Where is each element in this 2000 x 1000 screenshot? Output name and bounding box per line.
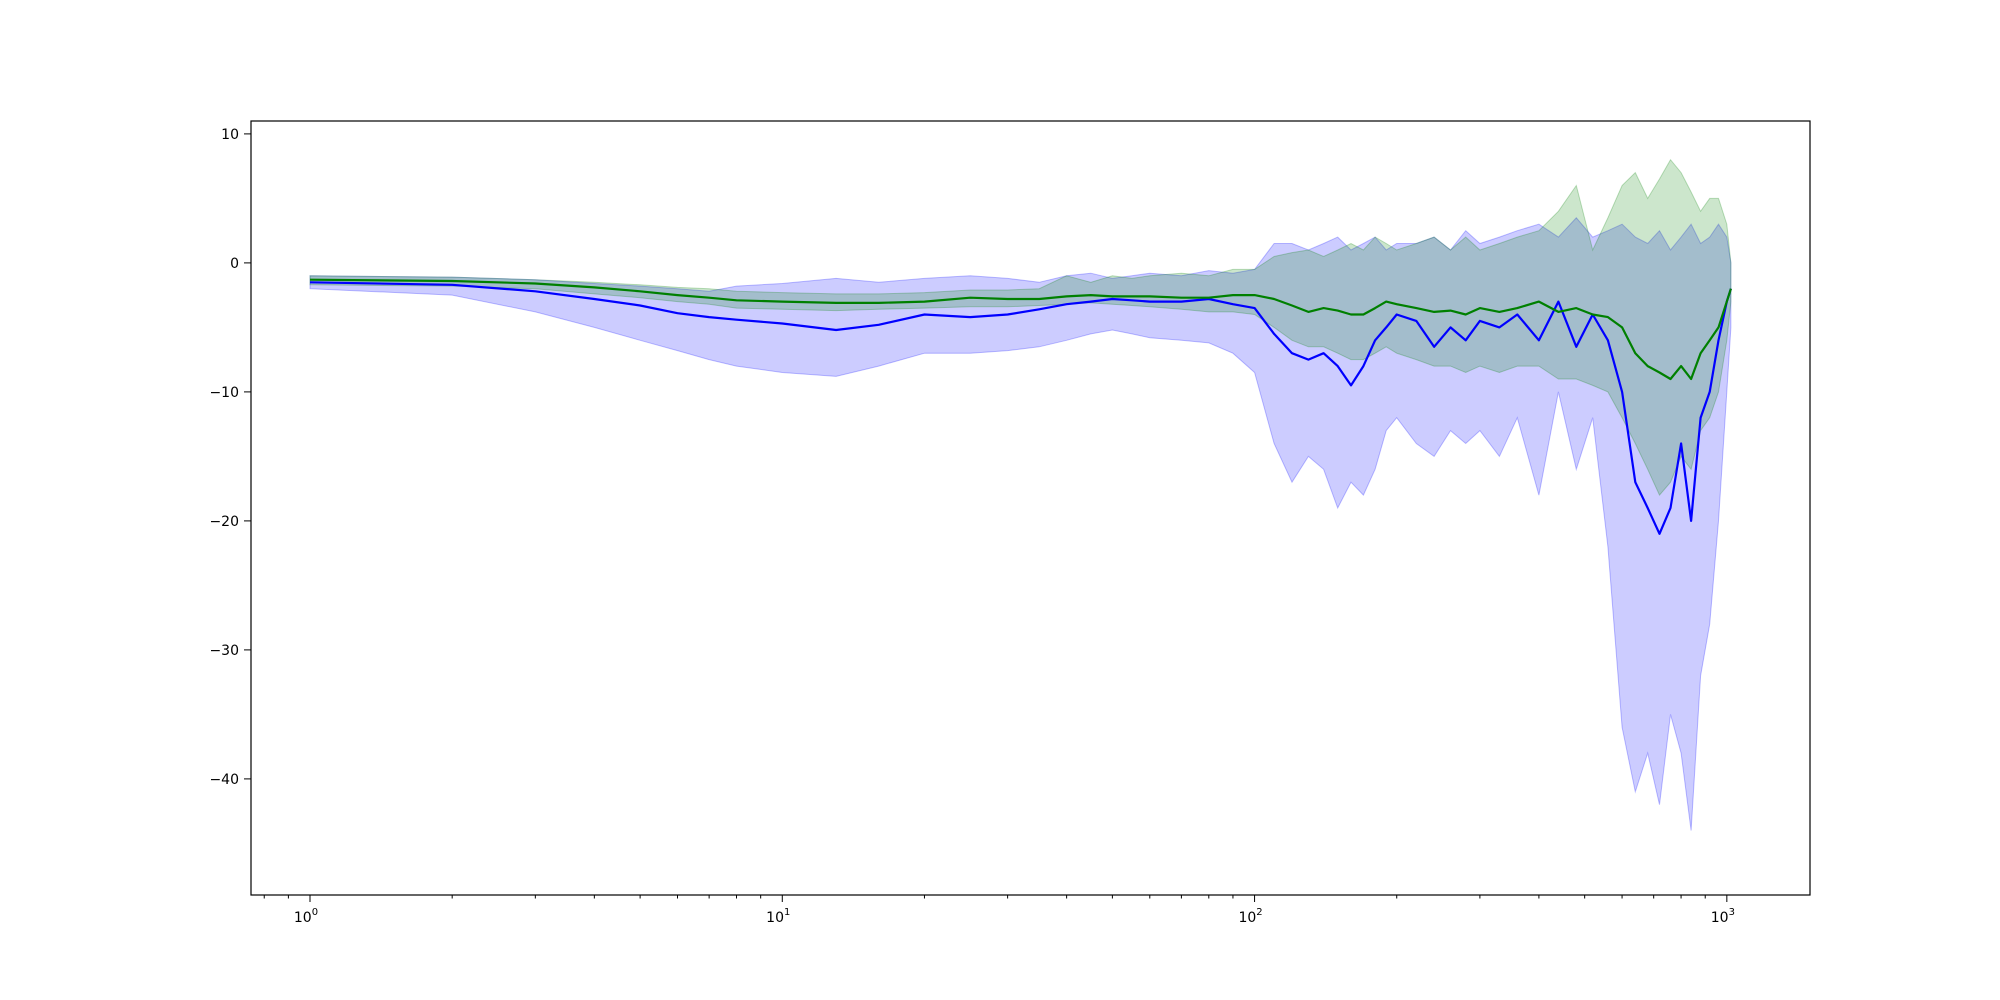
x-tick-base: 10 (1711, 910, 1729, 926)
y-tick-label: −20 (209, 514, 239, 530)
x-tick-label: 101 (766, 907, 790, 926)
y-tick-label: 0 (230, 256, 239, 272)
y-tick-label: 10 (221, 127, 239, 143)
y-tick-label: −10 (209, 385, 239, 401)
series-1-band (309, 158, 1732, 497)
series-1-line (309, 278, 1732, 381)
x-tick-base: 10 (766, 910, 784, 926)
x-tick-label: 102 (1238, 907, 1262, 926)
x-tick-label: 100 (294, 907, 318, 926)
x-tick-label: 103 (1711, 907, 1735, 926)
x-tick-exponent: 0 (312, 907, 318, 918)
y-axis: 10 0 −10 −20 −30 −40 (209, 127, 251, 788)
x-tick-exponent: 1 (784, 907, 790, 918)
series-0-line (309, 281, 1732, 535)
x-tick-exponent: 3 (1729, 907, 1735, 918)
x-tick-exponent: 2 (1256, 907, 1262, 918)
y-tick-label: −30 (209, 643, 239, 659)
x-tick-base: 10 (1238, 910, 1256, 926)
axes-frame (250, 120, 1811, 896)
y-tick-label: −40 (209, 772, 239, 788)
series-0-band (309, 217, 1732, 831)
plot-area (309, 158, 1732, 831)
x-tick-base: 10 (294, 910, 312, 926)
